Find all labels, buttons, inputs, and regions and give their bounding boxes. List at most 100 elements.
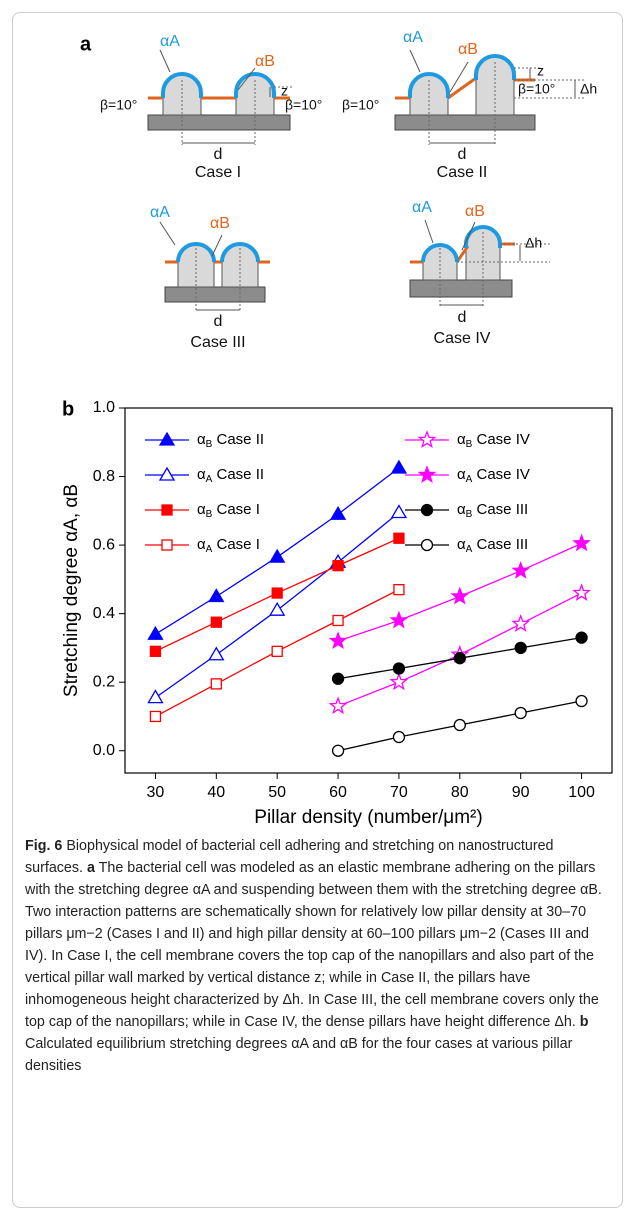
alpha-a: αA xyxy=(412,199,432,216)
marker xyxy=(389,672,409,691)
y-tick-label: 0.8 xyxy=(93,468,115,485)
marker xyxy=(514,706,527,720)
marker xyxy=(575,631,588,644)
y-tick-label: 1.0 xyxy=(93,399,115,416)
marker xyxy=(329,505,347,520)
caption-part-label: a xyxy=(87,860,95,876)
marker xyxy=(328,696,348,715)
marker xyxy=(269,601,286,616)
legend-label: αA Case I xyxy=(197,536,260,555)
alpha-b: αB xyxy=(210,215,230,232)
x-tick-label: 60 xyxy=(329,784,347,801)
y-tick-label: 0.4 xyxy=(93,605,115,622)
marker xyxy=(450,586,470,605)
marker xyxy=(417,465,437,483)
marker xyxy=(453,652,466,665)
caption-part-text: Calculated equilibrium stretching degree… xyxy=(25,1036,573,1074)
case-name: Case IV xyxy=(434,330,491,347)
alpha-b: αB xyxy=(255,53,275,70)
panel-label: b xyxy=(62,398,74,420)
x-tick-label: 100 xyxy=(568,784,595,801)
x-tick-label: 30 xyxy=(147,784,165,801)
figure-frame xyxy=(12,12,623,1208)
alpha-a: αA xyxy=(403,29,423,46)
case-1-diagram: αA αB z β=10° β=10° d Case I xyxy=(100,33,322,181)
beta-label: β=10° xyxy=(285,97,322,113)
case-4-diagram: αA αB Δh d Case IV xyxy=(409,199,550,347)
case-3-diagram: αA αB d Case III xyxy=(150,204,270,351)
alpha-a: αA xyxy=(150,204,170,221)
x-tick-label: 70 xyxy=(390,784,408,801)
y-tick-label: 0.6 xyxy=(93,536,115,553)
legend-label: αA Case IV xyxy=(457,466,530,485)
d-label: d xyxy=(458,309,467,326)
plot-frame xyxy=(124,407,613,774)
x-tick-label: 90 xyxy=(512,784,530,801)
figure: a αA αB z β=10° β=10° d Case I αA αB z β… xyxy=(61,29,613,828)
case-name: Case II xyxy=(437,164,488,181)
caption-title: Biophysical model of bacterial cell adhe… xyxy=(25,838,554,876)
marker xyxy=(393,532,405,544)
beta-label: β=10° xyxy=(518,81,555,97)
marker xyxy=(158,431,176,446)
marker xyxy=(331,744,345,757)
chart: 30 40 50 60 70 80 90 100 0.0 0.2 0.4 0.6 0.8 1.0 Pilla… xyxy=(61,399,613,828)
legend-label: αA Case II xyxy=(197,466,264,485)
marker xyxy=(389,610,409,629)
marker xyxy=(147,625,164,640)
marker xyxy=(328,631,348,649)
marker xyxy=(147,689,164,704)
z-label: z xyxy=(281,83,288,99)
z-label: z xyxy=(537,63,544,79)
marker xyxy=(332,560,344,572)
caption-label: Fig. 6 xyxy=(25,838,63,854)
x-tick-label: 80 xyxy=(451,784,469,801)
marker xyxy=(575,694,588,708)
caption-part-label: b xyxy=(579,1014,589,1030)
marker xyxy=(572,533,591,552)
x-tick-label: 40 xyxy=(207,784,225,801)
marker xyxy=(332,614,344,627)
x-tick-label: 50 xyxy=(268,784,286,801)
marker xyxy=(161,539,173,551)
alpha-b: αB xyxy=(465,203,485,220)
d-label: d xyxy=(214,146,223,163)
marker xyxy=(271,587,283,599)
legend-label: αB Case I xyxy=(197,501,260,520)
marker xyxy=(149,710,162,723)
legend-label: αA Case III xyxy=(457,536,528,555)
beta-label: β=10° xyxy=(342,97,379,113)
case-name: Case III xyxy=(190,334,245,351)
d-label: d xyxy=(458,146,467,163)
y-axis-label: Stretching degree αA, αB xyxy=(61,484,82,697)
marker xyxy=(420,503,434,517)
marker xyxy=(453,718,466,732)
caption-part-text: The bacterial cell was modeled as an ela… xyxy=(25,860,602,1030)
marker xyxy=(269,548,286,563)
dh-label: Δh xyxy=(525,235,542,251)
marker xyxy=(417,430,437,448)
x-axis-label: Pillar density (number/μm²) xyxy=(254,807,482,828)
case-2-diagram: αA αB z β=10° β=10° Δh d Case II xyxy=(342,29,597,181)
marker xyxy=(210,616,222,628)
marker xyxy=(331,672,345,685)
marker xyxy=(511,614,531,632)
dh-label: Δh xyxy=(580,81,597,97)
case-name: Case I xyxy=(195,164,241,181)
marker xyxy=(392,662,406,675)
marker xyxy=(158,466,176,481)
panel-label: a xyxy=(80,33,92,55)
marker xyxy=(511,560,531,579)
legend-label: αB Case IV xyxy=(457,431,530,450)
marker xyxy=(420,538,434,552)
marker xyxy=(210,678,222,690)
marker xyxy=(390,504,408,519)
marker xyxy=(208,646,225,661)
marker xyxy=(390,459,408,474)
legend-label: αB Case II xyxy=(197,431,264,450)
alpha-b: αB xyxy=(458,41,478,58)
marker xyxy=(149,645,162,657)
legend-label: αB Case III xyxy=(457,501,528,520)
y-tick-label: 0.0 xyxy=(93,742,115,759)
